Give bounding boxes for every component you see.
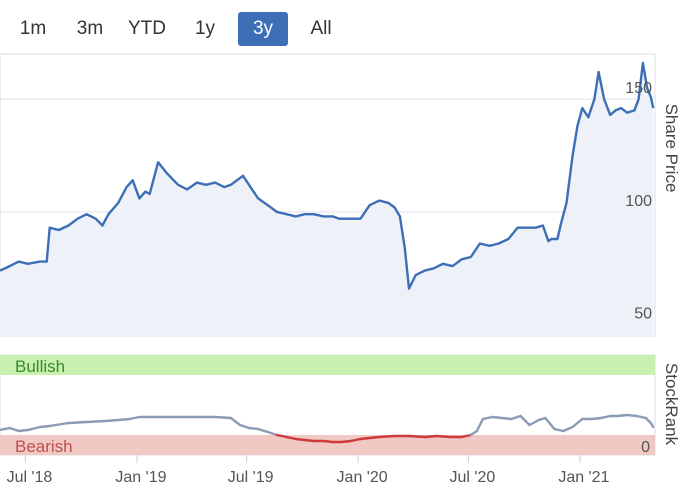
range-button-ytd[interactable]: YTD — [128, 18, 166, 39]
rank-segment — [67, 420, 88, 425]
price-axis-ticks: 50 100 150 — [625, 80, 652, 323]
price-tick-label: 100 — [625, 193, 652, 210]
rank-segment — [48, 421, 70, 428]
price-line — [0, 61, 655, 290]
rank-segment — [85, 419, 107, 424]
x-tick-label: Jan '19 — [115, 469, 166, 486]
rank-segment-bearish — [460, 433, 472, 439]
rank-segment-bearish — [378, 434, 396, 439]
rank-segment — [128, 415, 141, 421]
rank-segment-bearish — [285, 435, 297, 441]
rank-segment — [544, 416, 556, 431]
rank-axis-label: StockRank — [662, 363, 681, 446]
price-tick-label: 150 — [625, 80, 652, 97]
range-button-all[interactable]: All — [310, 18, 332, 39]
rank-segment-bearish — [349, 437, 362, 443]
rank-segment — [238, 423, 251, 430]
range-button-3y[interactable]: 3y — [238, 12, 288, 46]
rank-bands: Bullish Bearish — [0, 355, 655, 456]
x-tick-label: Jul '18 — [7, 469, 53, 486]
price-axis-label: Share Price — [662, 104, 681, 193]
price-area-fill — [0, 63, 654, 336]
rank-segment — [247, 426, 260, 431]
rank-segment — [562, 425, 574, 433]
rank-segment — [229, 416, 242, 427]
rank-segment — [475, 417, 485, 433]
rank-segment — [104, 418, 120, 423]
x-tick-label: Jan '21 — [558, 469, 609, 486]
rank-segment — [256, 427, 269, 434]
rank-segment — [599, 414, 612, 420]
range-button-1m[interactable]: 1m — [19, 18, 47, 39]
range-button-3m[interactable]: 3m — [76, 18, 104, 39]
rank-segment-bearish — [303, 438, 316, 443]
rank-segment — [528, 418, 540, 427]
band-label-bearish: Bearish — [15, 437, 73, 456]
x-tick-label: Jul '19 — [228, 469, 274, 486]
band-bearish — [0, 435, 655, 455]
rank-segment-bearish — [435, 434, 452, 439]
rank-lines — [0, 413, 655, 444]
rank-segment-bearish — [340, 439, 352, 444]
rank-segment-bearish — [407, 434, 426, 439]
rank-segment — [491, 415, 503, 420]
rank-segment — [571, 417, 584, 429]
rank-segment — [0, 426, 11, 432]
x-tick-label: Jan '20 — [337, 469, 388, 486]
rank-segment — [481, 415, 494, 421]
rank-tick-label: 0 — [641, 439, 650, 456]
x-tick-label: Jul '20 — [450, 469, 496, 486]
rank-segment — [649, 421, 655, 429]
rank-segment-bearish — [423, 434, 439, 439]
rank-segment — [510, 414, 522, 421]
rank-segment — [26, 425, 42, 432]
rank-segment — [38, 424, 51, 429]
range-button-1y[interactable]: 1y — [194, 18, 216, 39]
rank-segment — [8, 426, 20, 433]
band-label-bullish: Bullish — [15, 357, 65, 376]
rank-segment — [469, 429, 479, 437]
rank-segment-bearish — [275, 433, 288, 439]
rank-segment — [519, 414, 531, 427]
rank-segment-bearish — [368, 435, 381, 440]
rank-segment — [266, 430, 279, 437]
band-bullish — [0, 355, 655, 375]
rank-segment — [635, 414, 648, 420]
rank-segment — [213, 415, 233, 420]
rank-axis-ticks: 0 — [641, 439, 650, 456]
rank-segment-bearish — [359, 436, 371, 441]
rank-segment — [17, 428, 30, 433]
price-tick-label: 50 — [634, 306, 652, 323]
rank-segment-bearish — [322, 439, 334, 444]
rank-segment — [500, 416, 513, 421]
rank-segment-bearish — [294, 437, 306, 442]
x-axis: Jul '18 Jan '19 Jul '19 Jan '20 Jul '20 Jan '… — [7, 455, 610, 486]
rank-segment — [616, 413, 629, 418]
rank-segment — [553, 427, 565, 433]
rank-segment — [116, 417, 131, 422]
rank-segment — [625, 413, 638, 418]
range-selector: 1m 3m YTD 1y 3y All — [0, 10, 698, 48]
rank-segment — [590, 416, 603, 421]
